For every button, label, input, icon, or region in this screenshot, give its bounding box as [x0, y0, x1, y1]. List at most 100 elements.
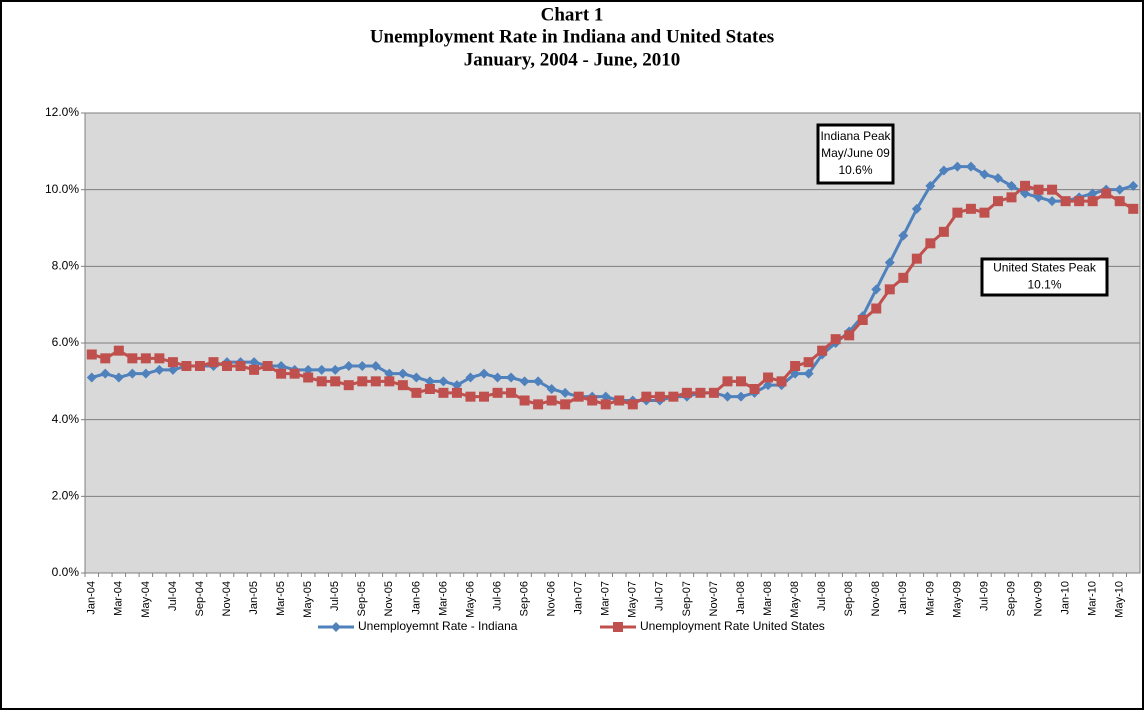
point — [735, 391, 746, 402]
annotation-text: Indiana Peak — [820, 129, 891, 143]
point — [1006, 180, 1017, 191]
x-tick-label: Sep-05 — [356, 581, 368, 616]
point — [871, 284, 882, 295]
annotation-box — [816, 123, 895, 185]
point — [546, 384, 557, 394]
x-tick-label: Jul-09 — [978, 581, 990, 611]
x-tick-label: May-07 — [627, 581, 639, 618]
x-tick-label: Mar-08 — [762, 581, 774, 616]
x-tick-label: Nov-06 — [546, 581, 558, 616]
point — [695, 387, 706, 398]
point — [451, 387, 462, 398]
x-tick-label: Nov-04 — [221, 581, 233, 616]
x-tick-label: May-10 — [1114, 581, 1126, 618]
point — [1047, 184, 1058, 195]
x-tick-label: May-08 — [789, 581, 801, 618]
point — [911, 253, 922, 264]
point — [600, 391, 611, 402]
point — [803, 357, 814, 368]
point — [343, 361, 354, 371]
point — [803, 368, 814, 379]
point — [100, 368, 111, 379]
chart-title: Unemployment Rate in Indiana and United … — [370, 26, 774, 47]
point — [235, 361, 246, 371]
point — [276, 361, 287, 371]
point — [154, 364, 165, 375]
x-tick-label: Nov-07 — [708, 581, 720, 616]
point — [952, 161, 963, 172]
point — [370, 376, 381, 387]
point — [127, 368, 138, 379]
point — [614, 395, 625, 406]
point — [167, 364, 178, 375]
point — [384, 368, 395, 379]
point — [262, 361, 273, 371]
point — [857, 315, 868, 325]
x-tick-label: Jul-07 — [654, 581, 666, 611]
y-tick-label: 6.0% — [52, 335, 80, 349]
point — [451, 380, 462, 391]
point — [627, 399, 638, 410]
point — [249, 357, 260, 368]
point — [397, 368, 408, 379]
point — [411, 372, 422, 383]
x-tick-label: Jul-04 — [167, 581, 179, 611]
point — [100, 353, 111, 364]
point — [844, 330, 855, 341]
point — [830, 334, 841, 345]
point — [600, 399, 611, 410]
point — [289, 368, 300, 379]
point — [479, 391, 490, 402]
point — [1020, 180, 1031, 191]
x-tick-label: Mar-04 — [113, 581, 125, 616]
point — [1033, 192, 1044, 203]
point — [884, 284, 895, 295]
point — [560, 387, 571, 398]
x-tick-label: Jan-05 — [248, 581, 260, 615]
point — [438, 387, 449, 398]
y-tick-label: 8.0% — [52, 259, 80, 273]
point — [533, 399, 544, 410]
point — [222, 361, 233, 371]
x-tick-label: May-04 — [140, 581, 152, 618]
point — [763, 372, 774, 383]
point — [465, 391, 476, 402]
point — [479, 368, 490, 379]
point — [749, 384, 760, 394]
point — [86, 349, 97, 360]
point — [208, 357, 219, 368]
point — [181, 361, 192, 371]
point — [938, 165, 949, 176]
point — [533, 376, 544, 387]
x-tick-label: Jan-08 — [735, 581, 747, 615]
point — [560, 399, 571, 410]
x-tick-label: Sep-06 — [518, 581, 530, 616]
point — [343, 380, 354, 391]
point — [303, 364, 314, 375]
point — [898, 230, 909, 241]
point — [1020, 188, 1031, 199]
x-tick-label: May-05 — [302, 581, 314, 618]
x-tick-label: Mar-07 — [600, 581, 612, 616]
point — [1074, 196, 1085, 207]
y-tick-label: 2.0% — [52, 489, 80, 503]
point — [519, 395, 530, 406]
x-tick-label: Sep-09 — [1005, 581, 1017, 616]
point — [1128, 180, 1139, 191]
point — [492, 372, 503, 383]
x-tick-label: Jan-06 — [410, 581, 422, 615]
x-tick-label: Nov-08 — [870, 581, 882, 616]
point — [1101, 188, 1112, 199]
legend-marker — [331, 622, 341, 632]
x-tick-label: Jan-04 — [86, 581, 98, 615]
point — [127, 353, 138, 364]
point — [411, 387, 422, 398]
point — [316, 364, 327, 375]
point — [357, 376, 368, 387]
point — [276, 368, 287, 379]
x-tick-label: Nov-09 — [1032, 581, 1044, 616]
point — [465, 372, 476, 383]
point — [668, 391, 679, 402]
point — [898, 272, 909, 283]
chart-title: Chart 1 — [541, 4, 604, 25]
